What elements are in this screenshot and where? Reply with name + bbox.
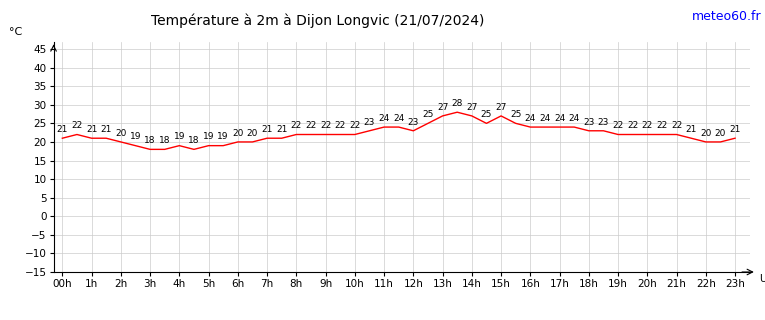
Text: 25: 25 bbox=[480, 110, 492, 119]
Text: 22: 22 bbox=[71, 121, 83, 130]
Text: meteo60.fr: meteo60.fr bbox=[692, 10, 761, 23]
Text: 27: 27 bbox=[437, 103, 448, 112]
Text: 18: 18 bbox=[159, 136, 171, 145]
Text: 24: 24 bbox=[379, 114, 389, 123]
Text: 18: 18 bbox=[188, 136, 200, 145]
Text: 21: 21 bbox=[100, 125, 112, 134]
Text: 20: 20 bbox=[247, 129, 258, 138]
Text: 21: 21 bbox=[729, 125, 741, 134]
Text: 20: 20 bbox=[715, 129, 726, 138]
Text: 21: 21 bbox=[276, 125, 288, 134]
Text: 19: 19 bbox=[174, 132, 185, 141]
Text: 22: 22 bbox=[334, 121, 346, 130]
Text: Température à 2m à Dijon Longvic (21/07/2024): Température à 2m à Dijon Longvic (21/07/… bbox=[151, 13, 485, 28]
Text: 25: 25 bbox=[422, 110, 434, 119]
Text: 22: 22 bbox=[613, 121, 623, 130]
Text: 19: 19 bbox=[217, 132, 229, 141]
Text: 19: 19 bbox=[203, 132, 214, 141]
Text: 23: 23 bbox=[408, 118, 419, 127]
Text: 22: 22 bbox=[627, 121, 638, 130]
Text: 24: 24 bbox=[525, 114, 536, 123]
Text: 22: 22 bbox=[320, 121, 331, 130]
Text: 23: 23 bbox=[583, 118, 594, 127]
Text: 22: 22 bbox=[291, 121, 302, 130]
Text: 20: 20 bbox=[700, 129, 711, 138]
Text: 19: 19 bbox=[130, 132, 142, 141]
Text: 25: 25 bbox=[510, 110, 522, 119]
Text: 22: 22 bbox=[656, 121, 668, 130]
Text: 24: 24 bbox=[554, 114, 565, 123]
Text: 21: 21 bbox=[86, 125, 97, 134]
Text: UTC: UTC bbox=[759, 274, 765, 284]
Text: 21: 21 bbox=[57, 125, 68, 134]
Text: 24: 24 bbox=[393, 114, 405, 123]
Text: °C: °C bbox=[8, 27, 22, 37]
Text: 21: 21 bbox=[685, 125, 697, 134]
Text: 22: 22 bbox=[671, 121, 682, 130]
Text: 22: 22 bbox=[642, 121, 653, 130]
Text: 22: 22 bbox=[305, 121, 317, 130]
Text: 27: 27 bbox=[496, 103, 506, 112]
Text: 20: 20 bbox=[116, 129, 126, 138]
Text: 18: 18 bbox=[145, 136, 156, 145]
Text: 27: 27 bbox=[466, 103, 477, 112]
Text: 21: 21 bbox=[262, 125, 273, 134]
Text: 24: 24 bbox=[539, 114, 551, 123]
Text: 20: 20 bbox=[232, 129, 243, 138]
Text: 28: 28 bbox=[451, 99, 463, 108]
Text: 23: 23 bbox=[597, 118, 609, 127]
Text: 23: 23 bbox=[364, 118, 375, 127]
Text: 24: 24 bbox=[568, 114, 580, 123]
Text: 22: 22 bbox=[349, 121, 360, 130]
